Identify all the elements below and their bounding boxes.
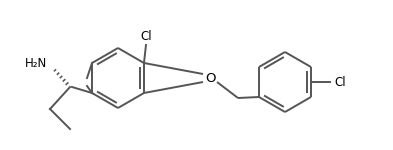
Text: Cl: Cl [334, 75, 345, 88]
Text: O: O [205, 72, 215, 84]
Text: Cl: Cl [140, 30, 152, 43]
Text: H₂N: H₂N [25, 57, 47, 69]
